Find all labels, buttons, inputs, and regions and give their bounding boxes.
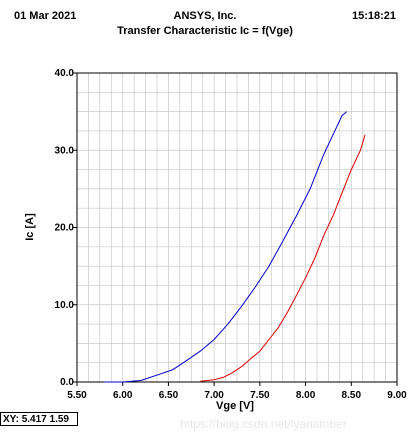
- x-tick-label: 9.00: [387, 390, 407, 401]
- report-time: 15:18:21: [351, 10, 396, 22]
- x-tick-label: 8.00: [296, 390, 316, 401]
- x-tick-label: 8.50: [342, 390, 362, 401]
- y-axis-label: Ic [A]: [24, 213, 36, 241]
- chart-title: Transfer Characteristic Ic = f(Vge): [117, 25, 293, 37]
- y-tick-label: 40.0: [55, 68, 75, 79]
- y-tick-label: 30.0: [55, 145, 75, 156]
- series-line-1: [104, 111, 348, 383]
- watermark-text: https://blog.csdn.net/lyanamber: [180, 417, 347, 431]
- x-tick-label: 7.50: [250, 390, 270, 401]
- xy-readout: XY: 5.417 1.59: [0, 412, 78, 426]
- x-tick-label: 6.00: [113, 390, 133, 401]
- y-tick-label: 0.0: [60, 377, 74, 388]
- report-date: 01 Mar 2021: [14, 10, 77, 22]
- x-tick-label: 7.00: [204, 390, 224, 401]
- x-axis-label: Vge [V]: [216, 400, 254, 412]
- y-tick-label: 10.0: [55, 300, 75, 311]
- grid-lines: [77, 73, 397, 382]
- axis-ticks: 5.50 6.00 6.50 7.00 7.50 8.00 8.50 9.00 0.0 10.0 2…: [55, 68, 408, 401]
- series-line-2: [200, 134, 366, 382]
- vendor-name: ANSYS, Inc.: [173, 10, 237, 22]
- y-tick-label: 20.0: [55, 223, 75, 234]
- x-tick-label: 6.50: [159, 390, 179, 401]
- x-tick-label: 5.50: [67, 390, 87, 401]
- data-series: [104, 111, 366, 383]
